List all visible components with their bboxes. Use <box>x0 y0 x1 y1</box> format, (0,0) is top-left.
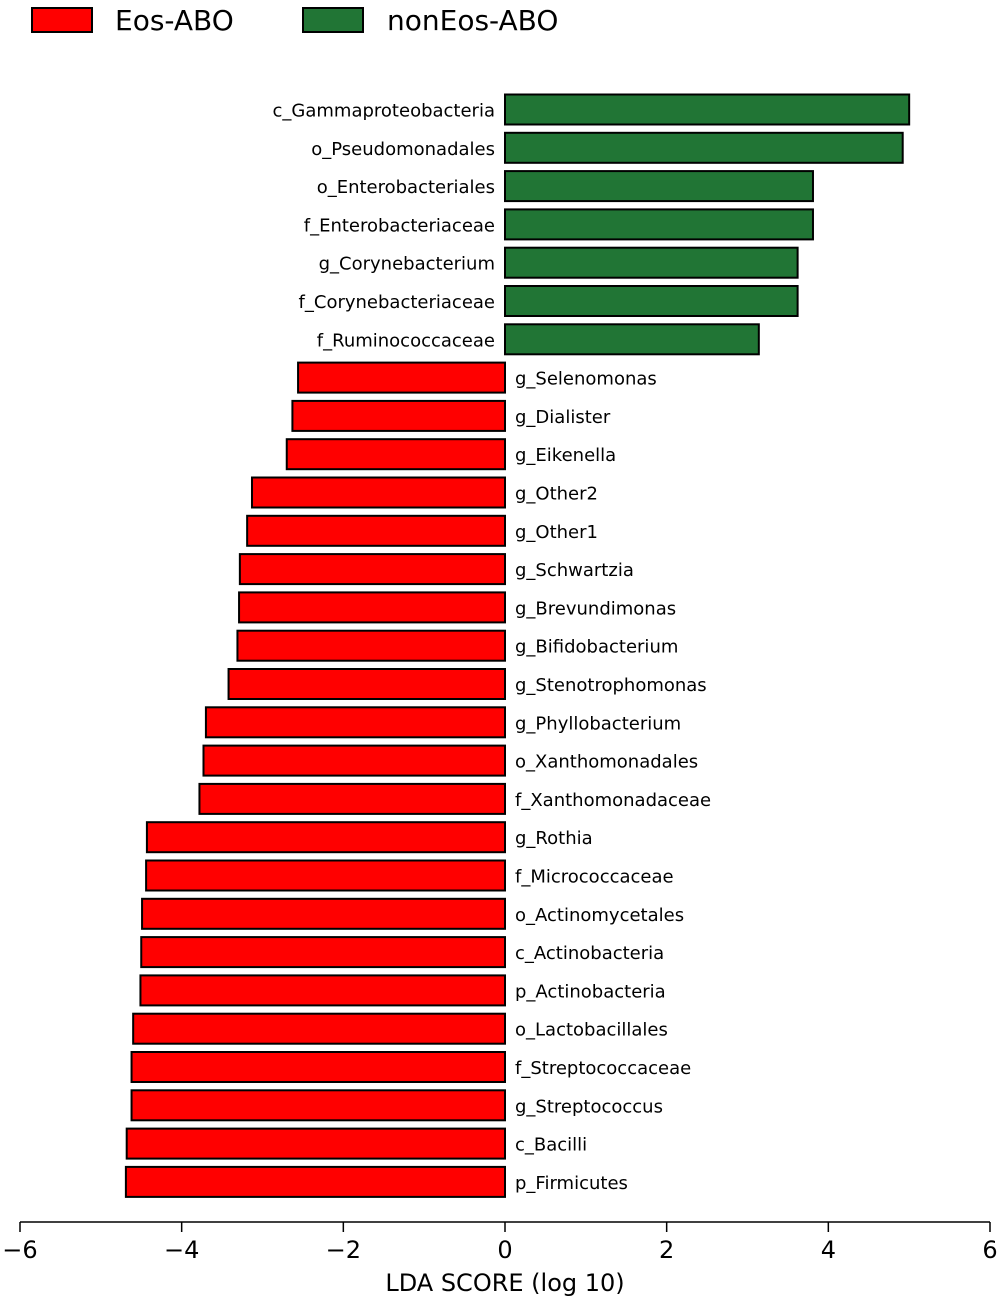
x-axis-title: LDA SCORE (log 10) <box>385 1269 624 1297</box>
bar-o-pseudomonadales <box>504 131 904 164</box>
bar-c-bacilli <box>125 1127 506 1160</box>
bar-label-f-enterobacteriaceae: f_Enterobacteriaceae <box>304 215 495 236</box>
bar-f-xanthomonadaceae <box>198 782 506 815</box>
bar-c-gammaproteobacteria <box>504 93 911 126</box>
bar-label-c-actinobacteria: c_Actinobacteria <box>515 943 664 964</box>
bar-label-g-corynebacterium: g_Corynebacterium <box>319 254 495 275</box>
bar-g-streptococcus <box>130 1089 507 1122</box>
bar-label-g-dialister: g_Dialister <box>515 407 611 428</box>
bar-label-g-schwartzia: g_Schwartzia <box>515 560 634 581</box>
bars-group <box>124 93 911 1198</box>
bar-label-o-actinomycetales: o_Actinomycetales <box>515 905 684 926</box>
bar-label-g-selenomonas: g_Selenomonas <box>515 369 657 390</box>
bar-g-phyllobacterium <box>204 706 507 739</box>
x-tick-label: 2 <box>659 1236 674 1264</box>
bar-f-streptococcaceae <box>130 1051 507 1083</box>
bar-g-eikenella <box>285 438 506 471</box>
legend-label-eos-abo: Eos-ABO <box>115 4 234 37</box>
bar-o-lactobacillales <box>132 1012 507 1045</box>
bar-label-g-other2: g_Other2 <box>515 484 598 505</box>
bar-g-other1 <box>246 514 506 547</box>
bar-p-firmicutes <box>124 1165 507 1198</box>
bar-f-micrococcaceae <box>145 859 506 892</box>
bar-label-f-streptococcaceae: f_Streptococcaceae <box>515 1058 691 1079</box>
bar-label-g-phyllobacterium: g_Phyllobacterium <box>515 713 681 734</box>
bar-labels-group: c_Gammaproteobacteria o_Pseudomonadales o_… <box>273 101 712 1194</box>
bar-label-g-eikenella: g_Eikenella <box>515 445 616 466</box>
legend: Eos-ABO nonEos-ABO <box>31 4 558 37</box>
x-tick-label: 6 <box>982 1236 997 1264</box>
bar-label-g-bifidobacterium: g_Bifidobacterium <box>515 637 678 658</box>
bar-f-corynebacteriaceae <box>504 285 799 317</box>
legend-label-noneos-abo: nonEos-ABO <box>387 4 558 37</box>
bar-c-actinobacteria <box>140 936 506 969</box>
x-tick-label: −2 <box>326 1236 361 1264</box>
bar-o-actinomycetales <box>141 897 507 930</box>
bar-label-f-corynebacteriaceae: f_Corynebacteriaceae <box>299 292 495 313</box>
bar-f-enterobacteriaceae <box>504 208 814 241</box>
bar-label-g-other1: g_Other1 <box>515 522 598 543</box>
bar-label-p-firmicutes: p_Firmicutes <box>515 1173 628 1194</box>
bar-label-o-xanthomonadales: o_Xanthomonadales <box>515 752 698 773</box>
legend-swatch-eos-abo <box>31 7 93 33</box>
bar-label-c-bacilli: c_Bacilli <box>515 1135 587 1156</box>
x-tick-label: 0 <box>497 1236 512 1264</box>
bar-label-g-streptococcus: g_Streptococcus <box>515 1096 663 1117</box>
bar-label-g-stenotrophomonas: g_Stenotrophomonas <box>515 675 707 696</box>
x-axis: −6 −4 −2 0 2 4 6 <box>2 1221 998 1264</box>
bar-g-stenotrophomonas <box>227 668 507 700</box>
x-tick-label: −4 <box>164 1236 199 1264</box>
bar-o-xanthomonadales <box>202 744 506 777</box>
bar-label-g-brevundimonas: g_Brevundimonas <box>515 598 676 619</box>
bar-label-o-pseudomonadales: o_Pseudomonadales <box>311 139 495 160</box>
bar-label-p-actinobacteria: p_Actinobacteria <box>515 981 666 1002</box>
x-tick-label: 4 <box>821 1236 836 1264</box>
bar-label-o-lactobacillales: o_Lactobacillales <box>515 1020 668 1041</box>
bar-label-o-enterobacteriales: o_Enterobacteriales <box>317 177 495 198</box>
x-tick-label: −6 <box>2 1236 37 1264</box>
bar-label-f-ruminococcaceae: f_Ruminococcaceae <box>317 330 495 351</box>
bar-g-brevundimonas <box>238 591 507 624</box>
bar-label-f-xanthomonadaceae: f_Xanthomonadaceae <box>515 790 711 811</box>
bar-f-ruminococcaceae <box>504 323 760 356</box>
bar-g-schwartzia <box>238 553 506 586</box>
bar-label-c-gammaproteobacteria: c_Gammaproteobacteria <box>273 101 495 122</box>
bar-g-corynebacterium <box>504 246 799 279</box>
bar-g-other2 <box>250 476 506 509</box>
bar-label-g-rothia: g_Rothia <box>515 828 593 849</box>
bar-g-dialister <box>291 399 506 432</box>
bar-o-enterobacteriales <box>504 170 814 203</box>
bar-g-selenomonas <box>297 361 507 394</box>
bar-g-bifidobacterium <box>236 629 506 662</box>
bar-p-actinobacteria <box>139 974 506 1007</box>
bar-label-f-micrococcaceae: f_Micrococcaceae <box>515 867 674 888</box>
bar-g-rothia <box>145 821 507 854</box>
legend-swatch-noneos-abo <box>302 7 364 33</box>
